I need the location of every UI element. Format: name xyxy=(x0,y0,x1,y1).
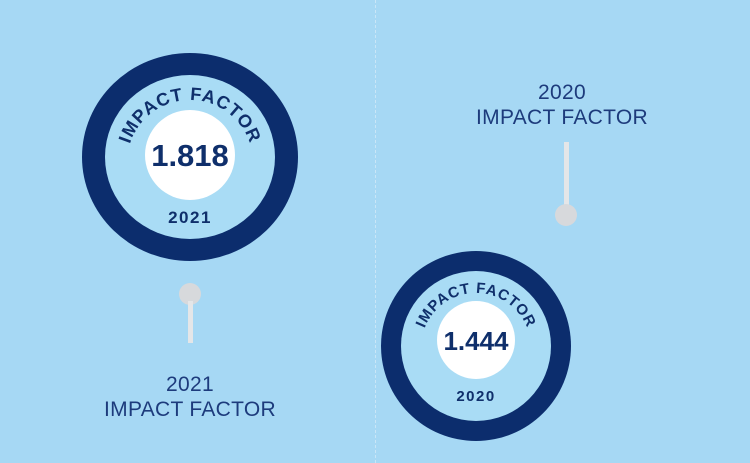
impact-factor-2020-badge: IMPACT FACTOR 1.444 2020 xyxy=(380,250,572,442)
caption-label: IMPACT FACTOR xyxy=(104,398,276,421)
value-disc xyxy=(437,301,515,379)
impact-factor-2021-panel: IMPACT FACTOR 1.818 2021 2021 IMPACT FAC… xyxy=(40,52,340,422)
value-disc xyxy=(145,110,235,200)
panel-divider xyxy=(375,0,376,463)
caption-2020: 2020 IMPACT FACTOR xyxy=(416,80,708,130)
impact-factor-2020-panel: 2020 IMPACT FACTOR xyxy=(376,0,750,463)
badge-value: 1.818 xyxy=(151,138,229,173)
caption-2021: 2021 IMPACT FACTOR xyxy=(40,372,340,422)
caption-label: IMPACT FACTOR xyxy=(476,106,648,129)
badge-year: 2020 xyxy=(456,388,495,405)
impact-factor-2021-badge: IMPACT FACTOR 1.818 2021 xyxy=(80,52,300,262)
badge-year: 2021 xyxy=(168,208,212,227)
caption-year: 2020 xyxy=(538,81,586,104)
badge-value: 1.444 xyxy=(443,326,509,356)
caption-year: 2021 xyxy=(166,373,214,396)
